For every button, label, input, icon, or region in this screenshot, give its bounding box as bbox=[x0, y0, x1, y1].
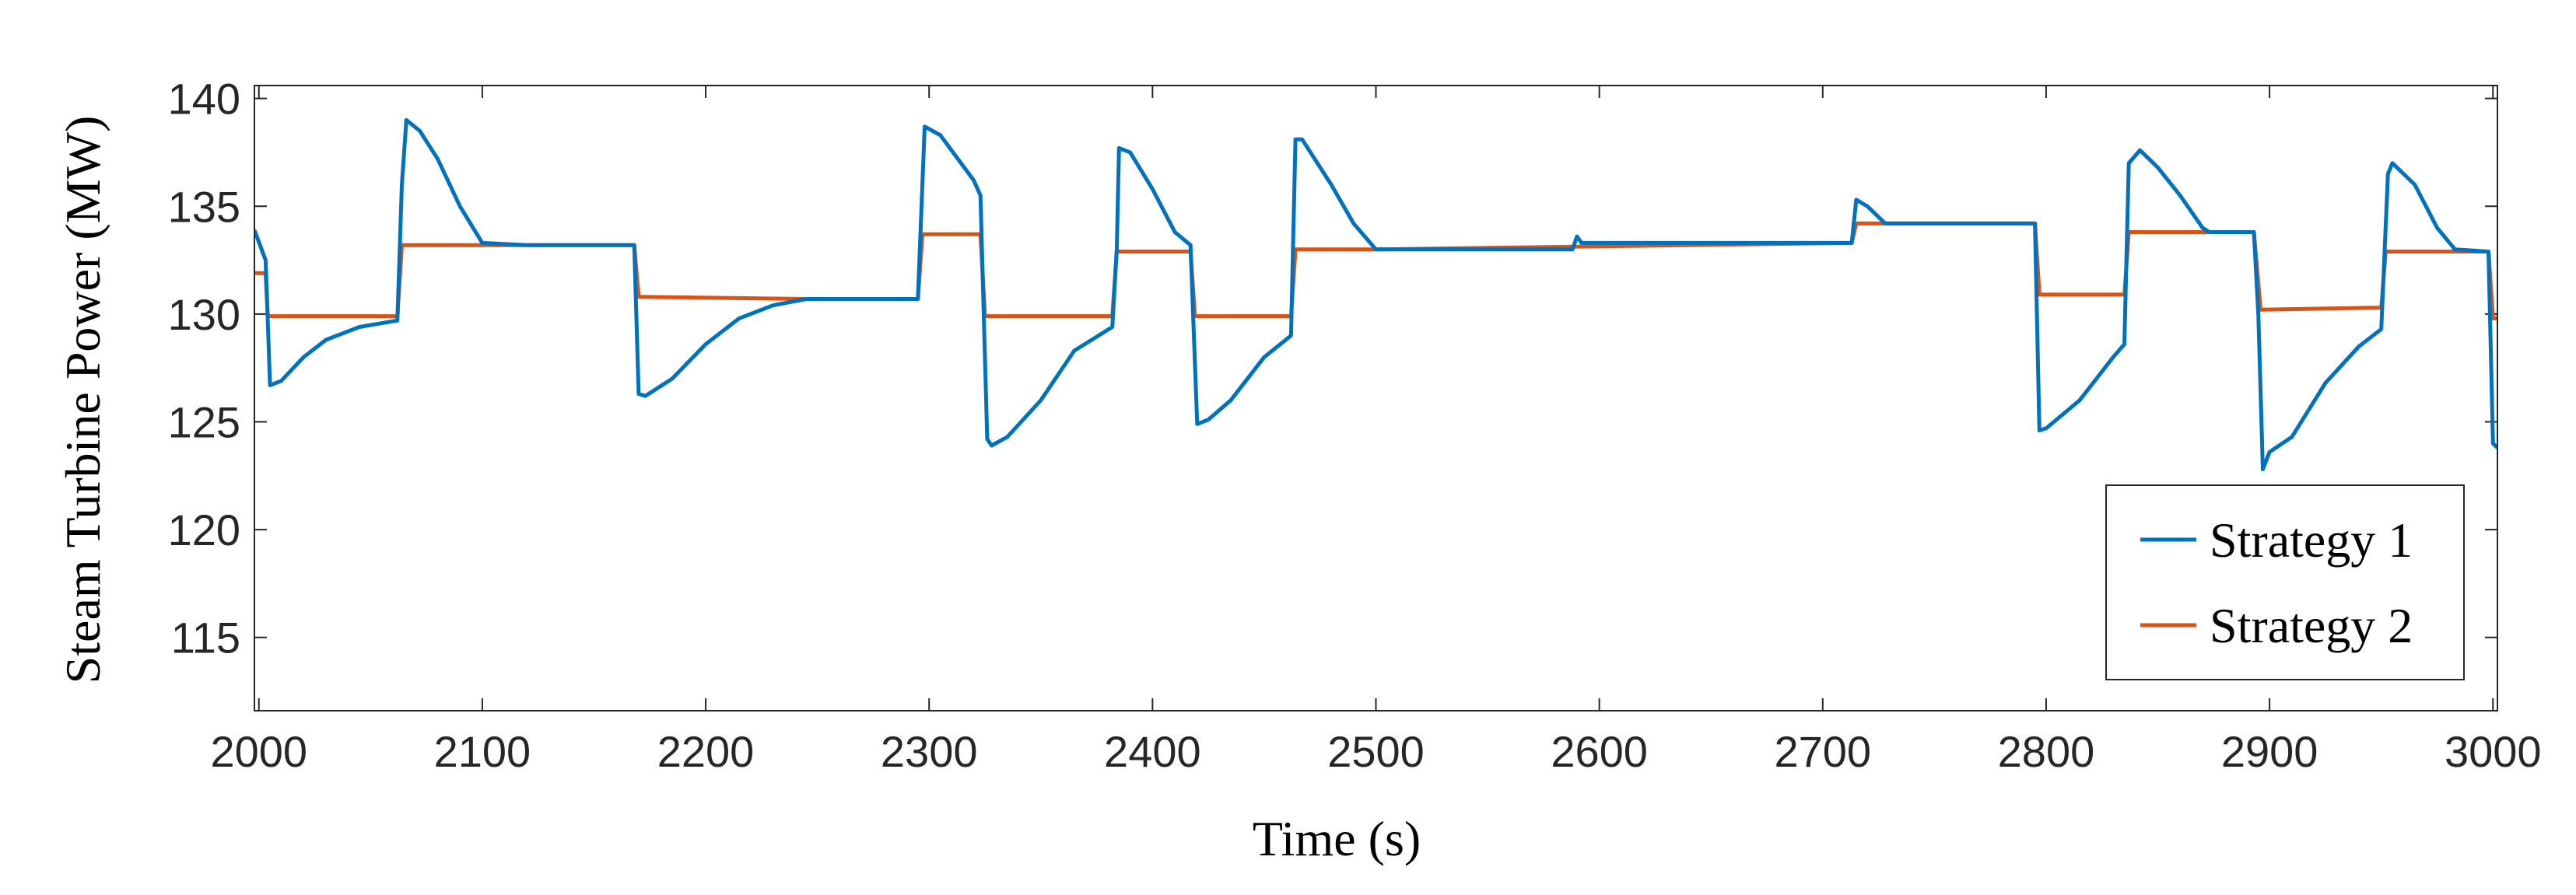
y-tick-label: 135 bbox=[168, 182, 240, 231]
plot-frame bbox=[254, 85, 2498, 711]
legend-label: Strategy 2 bbox=[2210, 598, 2413, 653]
y-tick-label: 130 bbox=[168, 290, 240, 339]
x-tick-label: 2400 bbox=[1104, 727, 1201, 776]
x-tick-label: 2300 bbox=[881, 727, 978, 776]
y-tick-label: 120 bbox=[168, 505, 240, 554]
y-tick-label: 125 bbox=[168, 397, 240, 446]
series-line bbox=[254, 117, 2497, 471]
legend-label: Strategy 1 bbox=[2210, 512, 2413, 568]
y-tick-label: 115 bbox=[171, 614, 240, 663]
x-tick-label: 2000 bbox=[210, 727, 307, 776]
x-tick-label: 2700 bbox=[1775, 727, 1872, 776]
x-tick-label: 2800 bbox=[1998, 727, 2095, 776]
x-tick-label: 3000 bbox=[2445, 727, 2542, 776]
x-tick-label: 2200 bbox=[657, 727, 755, 776]
x-axis-title: Time (s) bbox=[1253, 811, 1421, 866]
y-axis-title: Steam Turbine Power (MW) bbox=[55, 116, 110, 684]
x-tick-label: 2600 bbox=[1551, 727, 1648, 776]
x-tick-label: 2500 bbox=[1327, 727, 1425, 776]
legend-box bbox=[2105, 484, 2465, 680]
y-tick-label: 140 bbox=[168, 75, 240, 124]
x-tick-label: 2900 bbox=[2221, 727, 2318, 776]
x-tick-label: 2100 bbox=[434, 727, 531, 776]
